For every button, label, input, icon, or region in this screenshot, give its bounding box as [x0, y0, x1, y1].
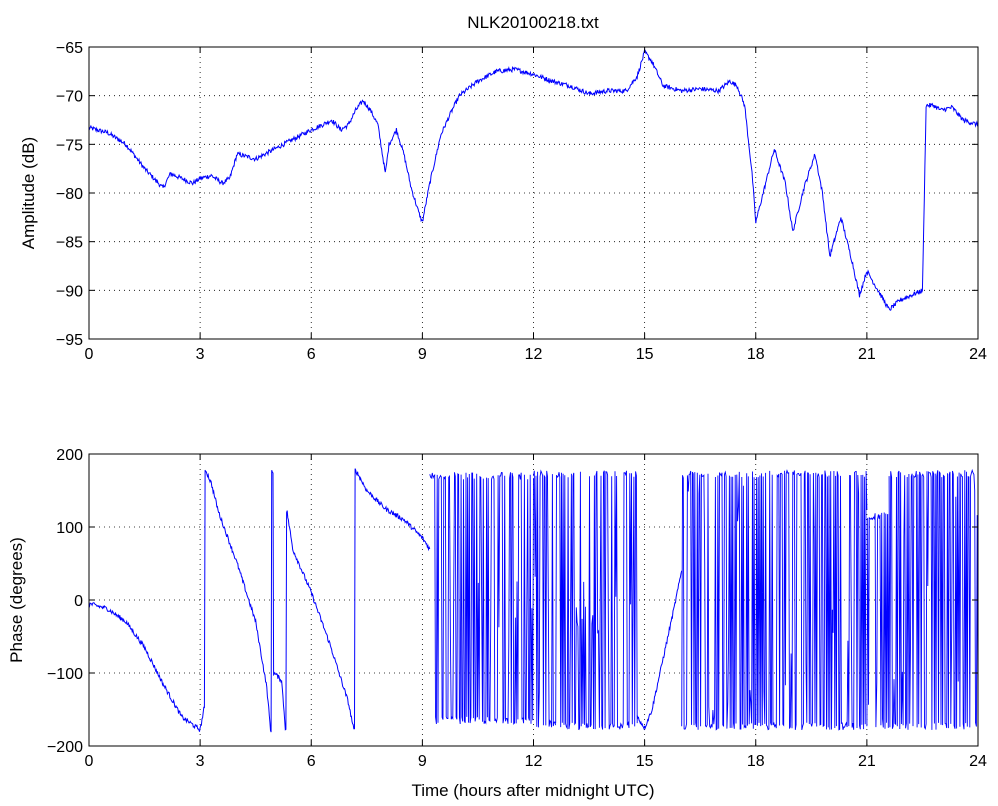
amplitude-y-tick-label-3: −80 [56, 186, 83, 203]
amplitude-y-tick-label-1: −90 [56, 283, 83, 300]
phase-x-tick-label-2: 6 [307, 753, 316, 770]
phase-y-tick-label-3: 100 [56, 520, 83, 537]
phase-x-tick-label-4: 12 [525, 753, 543, 770]
phase-wrap-segment-2 [555, 470, 638, 731]
phase-x-tick-label-7: 21 [858, 753, 876, 770]
amplitude-x-tick-label-0: 0 [85, 346, 94, 363]
phase-wrap-segment-5 [888, 468, 978, 731]
phase-y-axis-label: Phase (degrees) [7, 537, 26, 663]
amplitude-x-tick-label-3: 9 [418, 346, 427, 363]
phase-x-tick-label-6: 18 [747, 753, 765, 770]
amplitude-y-axis-label: Amplitude (dB) [19, 137, 38, 249]
amplitude-x-tick-label-8: 24 [969, 346, 987, 363]
phase-x-tick-label-1: 3 [196, 753, 205, 770]
amplitude-y-tick-label-5: −70 [56, 89, 83, 106]
phase-y-tick-label-2: 0 [74, 593, 83, 610]
phase-plot-area [89, 468, 978, 733]
phase-y-tick-label-0: −200 [47, 739, 83, 756]
amplitude-y-tick-label-2: −85 [56, 235, 83, 252]
amplitude-y-tick-label-4: −75 [56, 137, 83, 154]
phase-y-tick-label-1: −100 [47, 666, 83, 683]
amplitude-x-tick-label-4: 12 [525, 346, 543, 363]
phase-panel: 0 3 6 9 12 15 18 21 24 −200 −100 0 100 200 [47, 447, 987, 770]
phase-wrap-segment-3 [681, 469, 868, 731]
amplitude-x-tick-label-7: 21 [858, 346, 876, 363]
x-axis-label: Time (hours after midnight UTC) [411, 781, 654, 800]
phase-series-0 [89, 468, 431, 733]
phase-x-tick-label-3: 9 [418, 753, 427, 770]
amplitude-series-0 [89, 48, 978, 311]
amplitude-panel: 0 3 6 9 12 15 18 21 24 −95 −90 −85 −80 −75 −70 −65 [56, 40, 987, 363]
phase-series-1 [636, 570, 683, 731]
phase-y-tick-label-4: 200 [56, 447, 83, 464]
phase-wrap-segment-1 [533, 469, 557, 728]
amplitude-x-tick-label-1: 3 [196, 346, 205, 363]
phase-wrap-segment-0 [429, 472, 534, 725]
amplitude-x-tick-label-6: 18 [747, 346, 765, 363]
phase-x-tick-label-8: 24 [969, 753, 987, 770]
amplitude-plot-area [89, 48, 978, 311]
amplitude-x-tick-label-2: 6 [307, 346, 316, 363]
phase-x-tick-label-5: 15 [636, 753, 654, 770]
phase-wrap-segment-4 [866, 512, 890, 729]
amplitude-x-tick-label-5: 15 [636, 346, 654, 363]
amplitude-y-tick-label-6: −65 [56, 40, 83, 57]
phase-x-tick-label-0: 0 [85, 753, 94, 770]
amplitude-y-tick-label-0: −95 [56, 332, 83, 349]
chart-title: NLK20100218.txt [467, 13, 599, 32]
